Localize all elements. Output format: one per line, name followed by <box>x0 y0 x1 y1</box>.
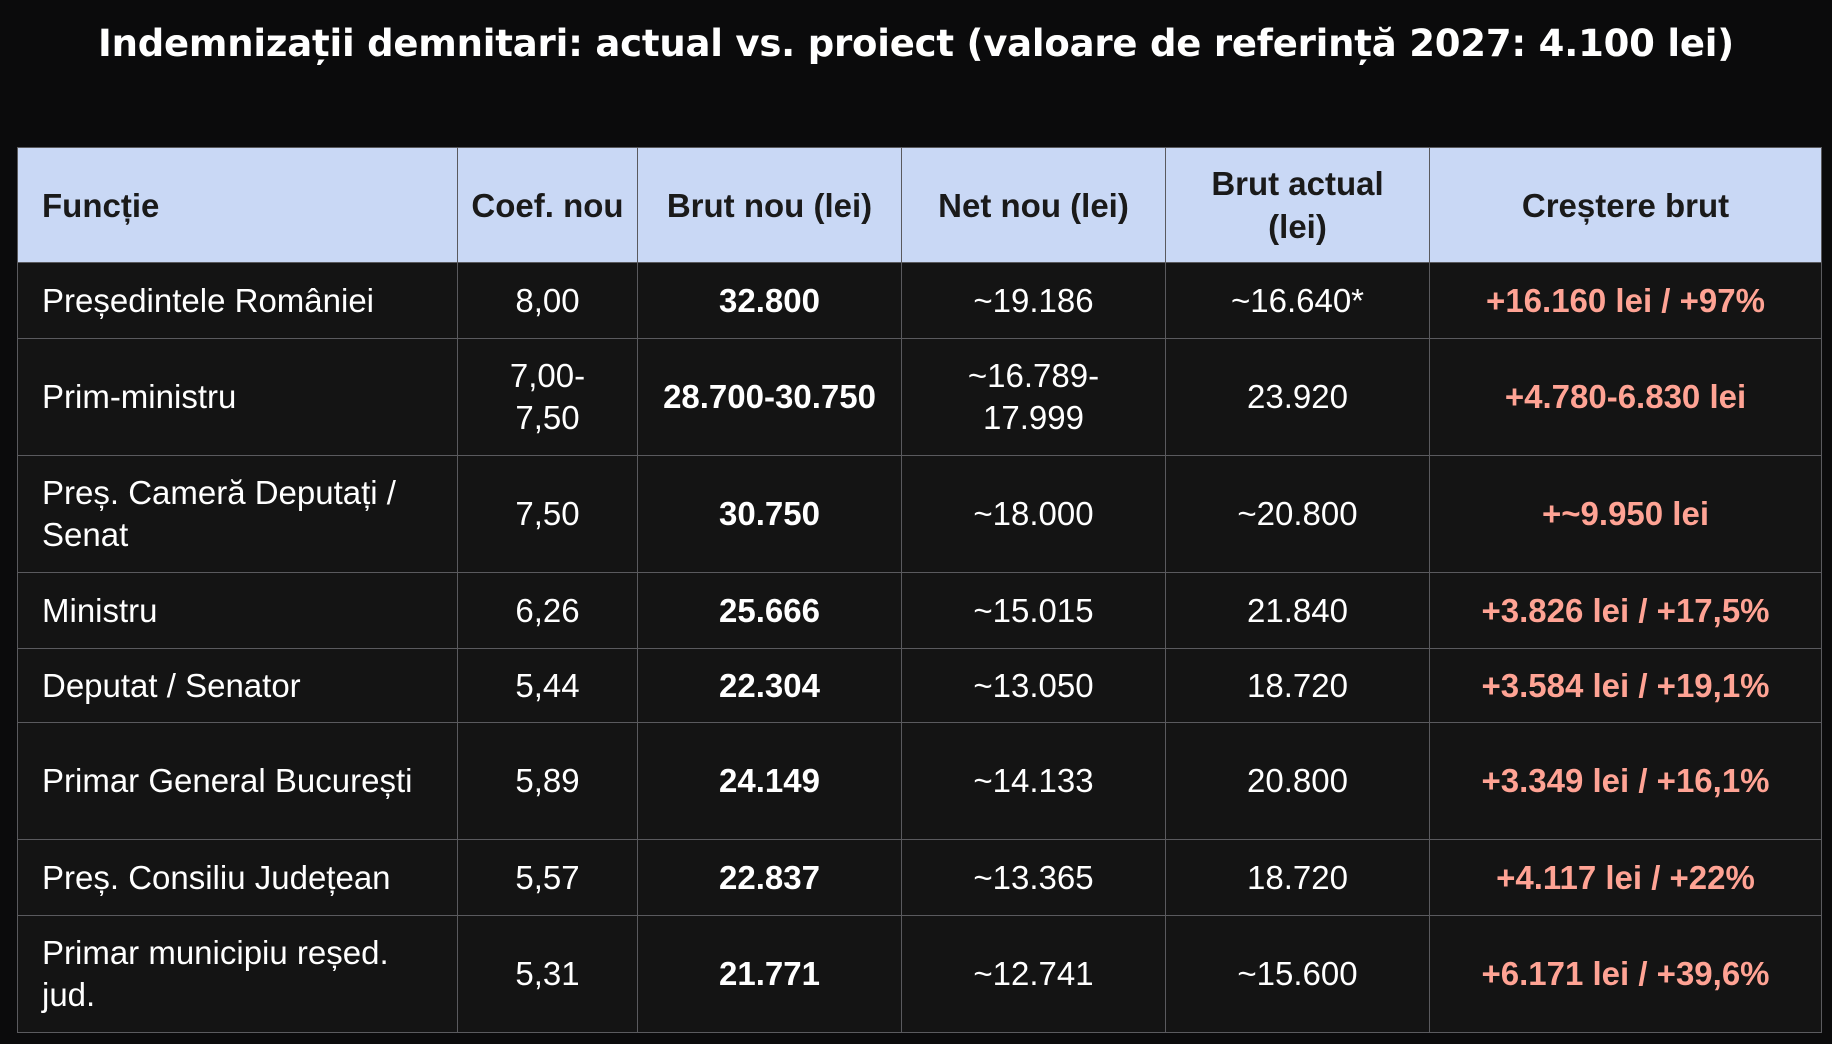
cell-brut-actual: 18.720 <box>1165 839 1430 916</box>
cell-crestere: +6.171 lei / +39,6% <box>1429 915 1822 1033</box>
cell-brut-nou: 25.666 <box>637 572 902 649</box>
cell-coef: 7,00-7,50 <box>457 338 638 456</box>
cell-brut-actual: ~16.640* <box>1165 262 1430 339</box>
cell-brut-nou: 30.750 <box>637 455 902 573</box>
cell-functie: Președintele României <box>17 262 458 339</box>
cell-crestere: +3.584 lei / +19,1% <box>1429 648 1822 723</box>
table-row: Preș. Consiliu Județean 5,57 22.837 ~13.… <box>17 839 1822 916</box>
cell-functie: Primar General București <box>17 722 458 840</box>
column-header-net-nou: Net nou (lei) <box>901 147 1166 263</box>
cell-functie: Ministru <box>17 572 458 649</box>
cell-crestere: +3.349 lei / +16,1% <box>1429 722 1822 840</box>
cell-crestere: +16.160 lei / +97% <box>1429 262 1822 339</box>
cell-net-nou: ~18.000 <box>901 455 1166 573</box>
cell-net-nou: ~12.741 <box>901 915 1166 1033</box>
cell-net-nou: ~13.050 <box>901 648 1166 723</box>
cell-brut-actual: ~20.800 <box>1165 455 1430 573</box>
cell-net-nou: ~15.015 <box>901 572 1166 649</box>
cell-brut-nou: 24.149 <box>637 722 902 840</box>
cell-brut-actual: 20.800 <box>1165 722 1430 840</box>
cell-crestere: +~9.950 lei <box>1429 455 1822 573</box>
cell-net-nou: ~16.789-17.999 <box>901 338 1166 456</box>
cell-brut-actual: 18.720 <box>1165 648 1430 723</box>
cell-functie: Prim-ministru <box>17 338 458 456</box>
cell-coef: 6,26 <box>457 572 638 649</box>
column-header-coef: Coef. nou <box>457 147 638 263</box>
table-row: Prim-ministru 7,00-7,50 28.700-30.750 ~1… <box>17 338 1822 456</box>
column-header-functie: Funcție <box>17 147 458 263</box>
salary-table: Funcție Coef. nou Brut nou (lei) Net nou… <box>17 147 1822 1033</box>
column-header-brut-nou: Brut nou (lei) <box>637 147 902 263</box>
header-row: Funcție Coef. nou Brut nou (lei) Net nou… <box>17 147 1822 263</box>
cell-coef: 7,50 <box>457 455 638 573</box>
cell-crestere: +4.117 lei / +22% <box>1429 839 1822 916</box>
cell-brut-nou: 32.800 <box>637 262 902 339</box>
cell-brut-nou: 28.700-30.750 <box>637 338 902 456</box>
cell-brut-nou: 22.304 <box>637 648 902 723</box>
cell-functie: Preș. Consiliu Județean <box>17 839 458 916</box>
cell-brut-nou: 22.837 <box>637 839 902 916</box>
table-row: Primar municipiu reșed. jud. 5,31 21.771… <box>17 915 1822 1033</box>
cell-net-nou: ~19.186 <box>901 262 1166 339</box>
page-title: Indemnizații demnitari: actual vs. proie… <box>98 22 1734 65</box>
cell-net-nou: ~13.365 <box>901 839 1166 916</box>
table-row: Deputat / Senator 5,44 22.304 ~13.050 18… <box>17 648 1822 723</box>
cell-coef: 5,57 <box>457 839 638 916</box>
cell-coef: 8,00 <box>457 262 638 339</box>
cell-crestere: +4.780-6.830 lei <box>1429 338 1822 456</box>
cell-brut-actual: 21.840 <box>1165 572 1430 649</box>
cell-brut-actual: ~15.600 <box>1165 915 1430 1033</box>
column-header-crestere: Creștere brut <box>1429 147 1822 263</box>
cell-coef: 5,31 <box>457 915 638 1033</box>
cell-coef: 5,44 <box>457 648 638 723</box>
table-row: Ministru 6,26 25.666 ~15.015 21.840 +3.8… <box>17 572 1822 649</box>
cell-brut-nou: 21.771 <box>637 915 902 1033</box>
table-row: Primar General București 5,89 24.149 ~14… <box>17 722 1822 840</box>
table-row: Președintele României 8,00 32.800 ~19.18… <box>17 262 1822 339</box>
cell-coef: 5,89 <box>457 722 638 840</box>
table-row: Preș. Cameră Deputați / Senat 7,50 30.75… <box>17 455 1822 573</box>
cell-brut-actual: 23.920 <box>1165 338 1430 456</box>
cell-functie: Preș. Cameră Deputați / Senat <box>17 455 458 573</box>
cell-crestere: +3.826 lei / +17,5% <box>1429 572 1822 649</box>
cell-functie: Primar municipiu reșed. jud. <box>17 915 458 1033</box>
cell-net-nou: ~14.133 <box>901 722 1166 840</box>
cell-functie: Deputat / Senator <box>17 648 458 723</box>
column-header-brut-actual: Brut actual (lei) <box>1165 147 1430 263</box>
